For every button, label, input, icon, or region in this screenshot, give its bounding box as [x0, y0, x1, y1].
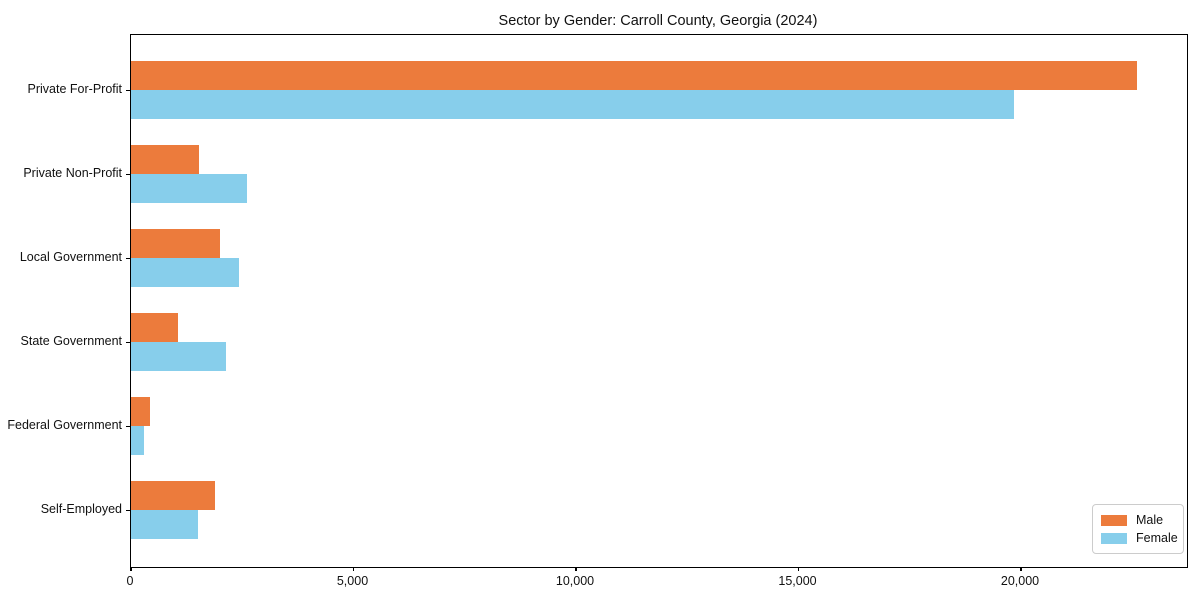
bar-male-local-government — [131, 228, 220, 258]
bar-male-state-government — [131, 313, 178, 342]
bar-male-federal-government — [131, 397, 151, 427]
bar-female-state-government — [131, 342, 226, 371]
y-tick-federal-government — [126, 426, 130, 428]
x-tick-5000 — [352, 567, 355, 571]
x-tick-15000 — [797, 567, 800, 571]
legend-swatch-male — [1101, 514, 1127, 526]
x-tick-label-15000: 15,000 — [778, 574, 817, 588]
x-tick-10000 — [575, 567, 577, 571]
bar-female-private-for-profit — [131, 89, 1015, 119]
bar-female-local-government — [131, 257, 240, 287]
x-tick-20000 — [1020, 567, 1022, 571]
legend: Male Female — [1092, 504, 1184, 554]
legend-label-female: Female — [1136, 531, 1178, 545]
plot-area: Male Female — [126, 34, 1188, 571]
bar-male-private-non-profit — [131, 144, 200, 174]
x-tick-0 — [130, 567, 132, 571]
y-tick-private-for-profit — [126, 89, 130, 91]
y-label-state-government: State Government — [20, 334, 122, 348]
bar-female-self-employed — [131, 510, 198, 540]
y-label-local-government: Local Government — [19, 249, 122, 264]
y-tick-self-employed — [126, 510, 130, 512]
legend-swatch-female — [1101, 532, 1127, 544]
bar-male-private-for-profit — [131, 60, 1137, 90]
x-tick-label-0: 0 — [126, 574, 134, 588]
y-label-private-non-profit: Private Non-Profit — [23, 165, 122, 180]
legend-label-male: Male — [1136, 513, 1164, 527]
bar-female-federal-government — [131, 426, 144, 456]
y-tick-state-government — [126, 342, 130, 344]
bar-male-self-employed — [131, 481, 216, 511]
y-label-self-employed: Self-Employed — [40, 502, 122, 517]
y-tick-local-government — [126, 257, 130, 260]
legend-item-female: Female — [1101, 529, 1178, 547]
legend-item-male: Male — [1101, 511, 1175, 529]
y-label-federal-government: Federal Government — [7, 418, 122, 433]
x-tick-label-20000: 20,000 — [1000, 574, 1040, 588]
y-label-private-for-profit: Private For-Profit — [27, 81, 122, 96]
chart-title: Sector by Gender: Carroll County, Georgi… — [498, 13, 818, 29]
x-tick-label-5000: 5,000 — [336, 574, 369, 588]
x-tick-label-10000: 10,000 — [555, 574, 595, 588]
bar-female-private-non-profit — [131, 173, 248, 203]
y-tick-private-non-profit — [126, 173, 130, 175]
